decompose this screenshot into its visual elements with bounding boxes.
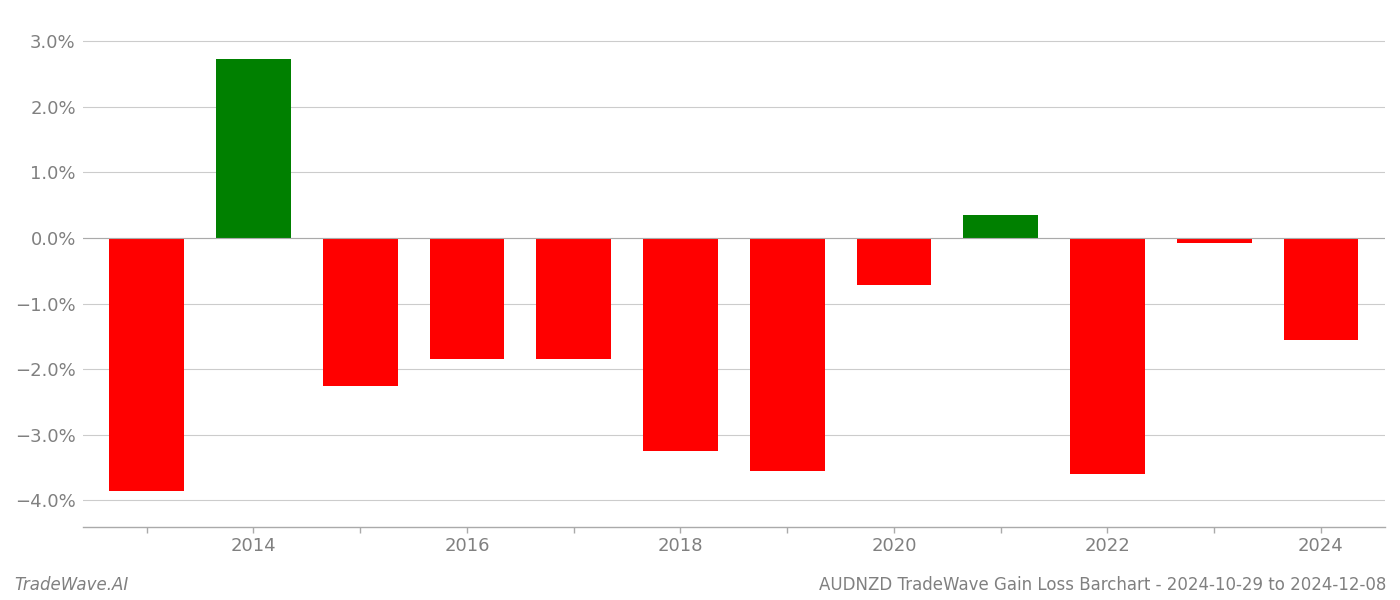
Bar <box>323 238 398 386</box>
Bar <box>536 238 610 359</box>
Bar <box>109 238 185 491</box>
Bar <box>963 215 1037 238</box>
Bar <box>857 238 931 285</box>
Text: AUDNZD TradeWave Gain Loss Barchart - 2024-10-29 to 2024-12-08: AUDNZD TradeWave Gain Loss Barchart - 20… <box>819 576 1386 594</box>
Bar <box>430 238 504 359</box>
Bar <box>1070 238 1145 474</box>
Bar <box>750 238 825 471</box>
Bar <box>1284 238 1358 340</box>
Bar <box>643 238 718 451</box>
Text: TradeWave.AI: TradeWave.AI <box>14 576 129 594</box>
Bar <box>216 59 291 238</box>
Bar <box>1177 238 1252 242</box>
